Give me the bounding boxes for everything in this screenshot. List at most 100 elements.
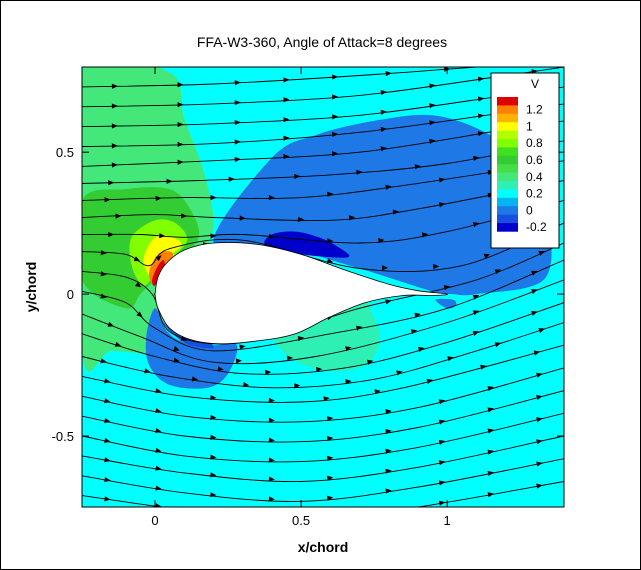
streamline-arrow <box>235 358 242 364</box>
streamline-arrow <box>472 330 480 336</box>
streamline-arrow <box>177 102 184 108</box>
streamline-arrow <box>374 389 381 395</box>
streamline-arrow <box>385 184 392 190</box>
streamline-arrow <box>385 508 392 514</box>
legend-swatches: 1.2 1 0.8 0.6 0.4 0.2 0 -0.2 <box>497 97 547 234</box>
streamline-arrow <box>210 195 217 201</box>
streamline-arrow <box>283 77 290 83</box>
streamline-15 <box>82 344 564 403</box>
streamline-arrow <box>210 394 217 401</box>
streamline-arrow <box>283 117 290 123</box>
plot-area <box>82 67 564 521</box>
streamline-arrow <box>385 488 392 494</box>
streamline-9 <box>82 222 564 273</box>
y-tick-label: -0.5 <box>52 429 74 444</box>
legend-swatch <box>497 197 518 207</box>
streamline-arrow <box>487 428 494 434</box>
streamline-6 <box>82 160 564 201</box>
streamline-arrow <box>332 151 339 157</box>
streamline-arrow <box>234 156 241 163</box>
legend-swatch <box>497 181 518 190</box>
contour-region-10 <box>271 302 381 372</box>
streamline-arrow <box>268 496 275 502</box>
streamline-arrow <box>477 96 485 102</box>
streamline-arrow <box>104 417 111 424</box>
streamline-arrow <box>382 265 389 271</box>
streamline-arrow <box>410 329 418 335</box>
streamline-arrow <box>210 434 217 440</box>
streamline-arrow <box>438 480 446 486</box>
legend-label: 0.2 <box>526 187 543 201</box>
streamlines <box>82 67 564 521</box>
streamline-arrow <box>177 82 184 88</box>
y-tick-label: 0 <box>67 287 74 302</box>
streamline-arrow <box>136 311 143 318</box>
streamline-arrow <box>538 250 545 256</box>
streamline-arrow <box>332 131 339 138</box>
streamline-arrow <box>234 139 241 145</box>
streamline-arrow <box>135 281 142 288</box>
streamline-arrow <box>111 123 118 129</box>
streamline-arrow <box>111 143 118 149</box>
legend-swatch <box>497 206 518 215</box>
streamline-arrow <box>426 378 434 384</box>
streamline-arrow <box>283 153 290 160</box>
legend: V 1.2 1 0.8 0.6 0.4 0.2 0 -0.2 <box>490 72 560 249</box>
streamline-arrow <box>114 341 122 347</box>
streamline-arrow <box>536 461 543 467</box>
streamline-arrow <box>438 439 446 445</box>
streamline-arrow <box>385 448 392 454</box>
streamline-arrow <box>115 213 122 219</box>
streamline-arrow <box>414 312 421 318</box>
x-axis-label: x/chord <box>298 539 349 555</box>
streamline-arrow <box>268 397 275 403</box>
streamline-arrow <box>345 346 352 352</box>
streamline-arrow <box>104 378 111 384</box>
streamline-arrow <box>531 270 538 276</box>
legend-swatch <box>497 147 518 157</box>
streamline-13 <box>82 302 564 375</box>
streamline-arrow <box>191 376 199 382</box>
streamline-arrow <box>210 233 217 239</box>
legend-swatch <box>497 155 518 165</box>
streamline-arrow <box>487 386 494 392</box>
streamline-arrow <box>327 515 334 521</box>
streamline-arrow <box>265 369 272 375</box>
streamline-arrow <box>380 146 387 152</box>
x-tick-label: 1 <box>444 513 451 528</box>
streamline-arrow <box>345 379 352 385</box>
streamline-arrow <box>104 197 111 203</box>
streamline-arrow <box>100 358 107 364</box>
streamline-arrow <box>210 414 217 421</box>
streamline-arrow <box>487 470 494 477</box>
legend-swatch <box>497 105 518 115</box>
contour-region-5 <box>152 259 165 286</box>
streamline-arrow <box>316 366 323 373</box>
legend-label: 0.8 <box>526 136 543 150</box>
streamline-arrow <box>297 335 305 342</box>
streamline-21 <box>82 481 564 507</box>
streamline-arrow <box>155 195 162 201</box>
streamline-arrow <box>538 328 545 333</box>
streamline-arrow <box>536 483 543 489</box>
streamline-arrow <box>217 366 224 372</box>
streamline-arrow <box>111 162 118 168</box>
streamline-arrow <box>177 141 184 148</box>
streamline-arrow <box>421 232 429 238</box>
legend-swatch <box>497 214 518 224</box>
streamline-arrow <box>438 500 446 506</box>
legend-label: 0 <box>526 203 533 217</box>
y-axis-label: y/chord <box>23 262 39 313</box>
streamline-arrow <box>100 271 107 277</box>
contour-regions <box>82 67 552 389</box>
streamline-arrow <box>155 503 162 507</box>
streamline-arrow <box>210 510 216 516</box>
streamline-arrow <box>173 357 180 363</box>
streamline-arrow <box>268 417 275 423</box>
streamline-arrow <box>173 346 180 351</box>
streamline-arrow <box>239 215 246 221</box>
streamline-arrow <box>326 258 334 264</box>
streamline-arrow <box>327 495 334 501</box>
streamline-arrow <box>155 447 162 453</box>
